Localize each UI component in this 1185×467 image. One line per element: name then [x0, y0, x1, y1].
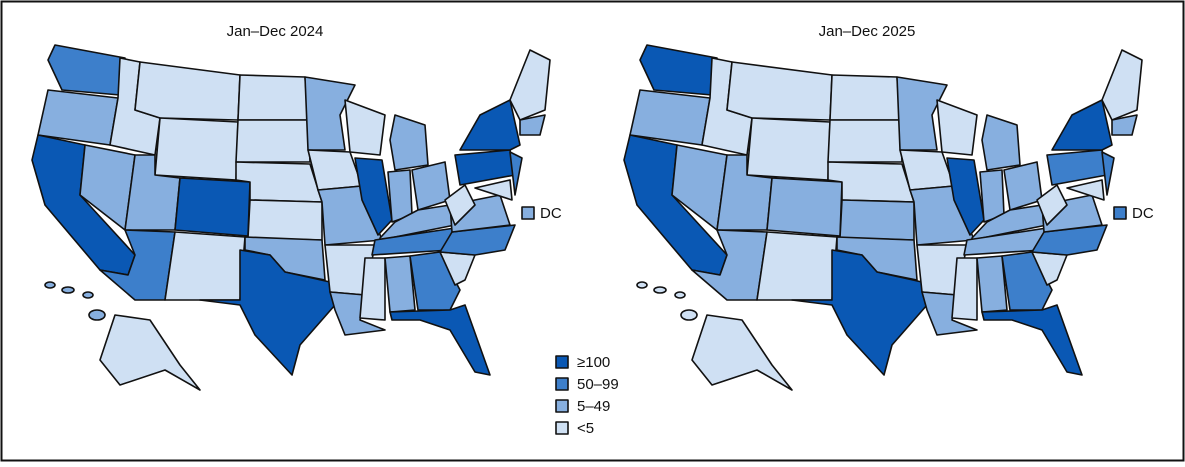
- state: [474, 179, 513, 201]
- hawaii-island: [61, 286, 75, 294]
- state: [384, 255, 416, 313]
- state: [726, 61, 833, 121]
- state: [304, 76, 356, 151]
- state: [444, 184, 476, 226]
- hawaii-island: [82, 291, 94, 299]
- state: [389, 304, 491, 376]
- state: [1111, 114, 1138, 136]
- state: [827, 119, 903, 163]
- state: [746, 117, 831, 181]
- state: [154, 117, 239, 181]
- legend-label: 50–99: [577, 376, 619, 393]
- state: [344, 99, 386, 156]
- state: [976, 255, 1008, 313]
- state: [459, 99, 521, 151]
- hawaii-island: [653, 286, 667, 294]
- state: [829, 74, 901, 121]
- legend-swatch: [555, 377, 569, 391]
- legend-swatch: [555, 399, 569, 413]
- dc-swatch: [521, 206, 535, 220]
- state: [1036, 184, 1068, 226]
- state: [946, 157, 985, 236]
- state: [896, 76, 948, 151]
- legend: ≥100 50–99 5–49 <5: [555, 354, 619, 437]
- state: [1051, 99, 1113, 151]
- map-panel: Jan–Dec 2025 DC: [623, 23, 1154, 391]
- state: [354, 157, 393, 236]
- state: [756, 231, 838, 301]
- state: [99, 314, 201, 391]
- state: [936, 99, 978, 156]
- legend-label: <5: [577, 420, 594, 437]
- state: [951, 257, 978, 321]
- state: [199, 249, 336, 376]
- hawaii-island: [636, 281, 648, 289]
- state: [247, 199, 323, 241]
- state: [981, 114, 1021, 171]
- state: [1101, 151, 1115, 196]
- state: [1066, 179, 1105, 201]
- state: [389, 114, 429, 171]
- map-panel: Jan–Dec 2024 DC: [31, 23, 562, 391]
- legend-swatch: [555, 355, 569, 369]
- hawaii-island: [88, 309, 106, 321]
- hawaii-island: [674, 291, 686, 299]
- legend-label: ≥100: [577, 354, 610, 371]
- dc-label: DC: [540, 205, 562, 222]
- state: [47, 44, 126, 96]
- map-title: Jan–Dec 2024: [227, 23, 324, 40]
- map-title: Jan–Dec 2025: [819, 23, 916, 40]
- dc-swatch: [1113, 206, 1127, 220]
- state: [174, 177, 251, 237]
- state: [839, 199, 915, 241]
- hawaii-island: [44, 281, 56, 289]
- state: [639, 44, 718, 96]
- legend-swatch: [555, 421, 569, 435]
- legend-label: 5–49: [577, 398, 610, 415]
- state: [1101, 49, 1143, 121]
- state: [981, 304, 1083, 376]
- state: [791, 249, 928, 376]
- state: [691, 314, 793, 391]
- state: [235, 119, 311, 163]
- state: [509, 49, 551, 121]
- state: [766, 177, 843, 237]
- dc-label: DC: [1132, 205, 1154, 222]
- state: [237, 74, 309, 121]
- state: [134, 61, 241, 121]
- state: [519, 114, 546, 136]
- state: [509, 151, 523, 196]
- state: [359, 257, 386, 321]
- hawaii-island: [680, 309, 698, 321]
- state: [164, 231, 246, 301]
- maps: Jan–Dec 2024 DC Jan–Dec 2025 DC: [31, 23, 1154, 391]
